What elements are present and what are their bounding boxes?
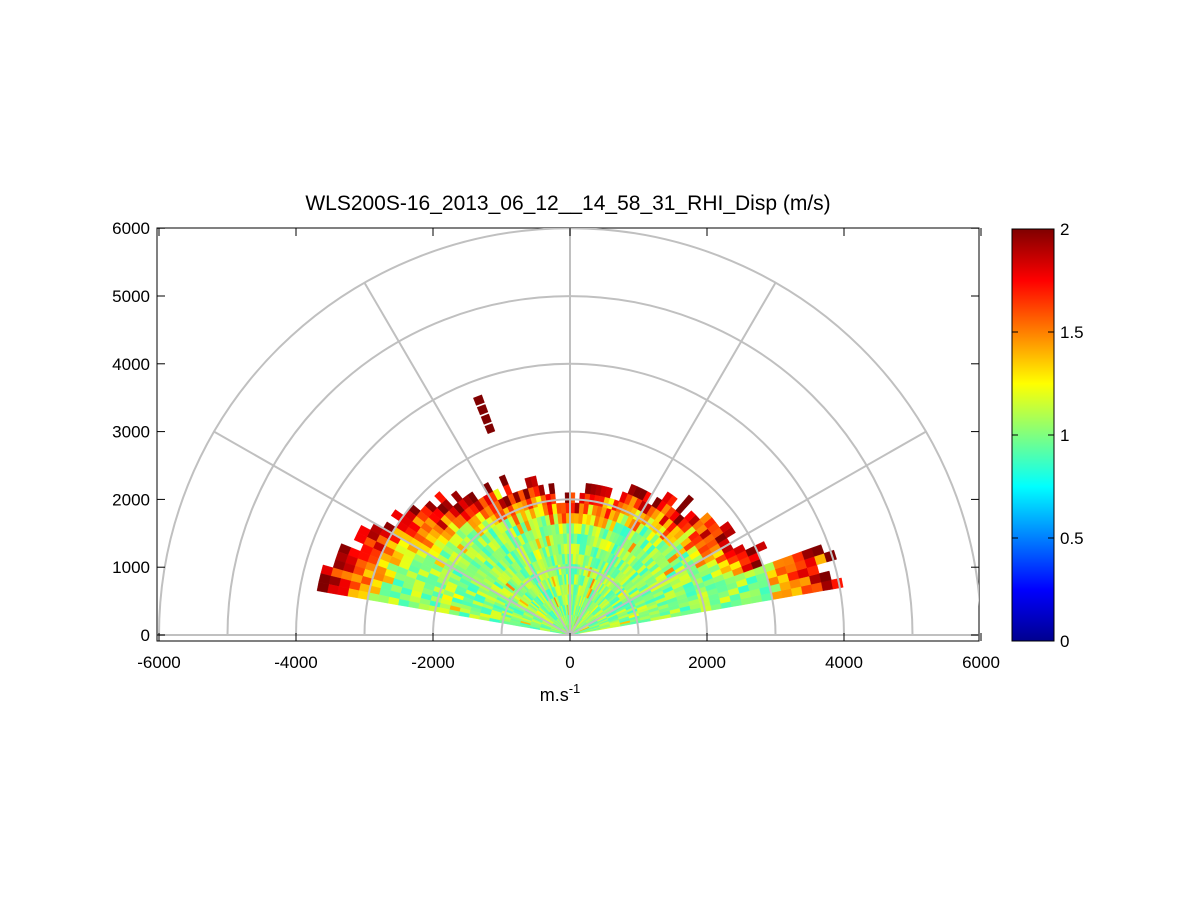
- polar-spoke: [363, 282, 571, 636]
- data-cell: [476, 404, 489, 416]
- data-cell: [574, 502, 580, 514]
- data-cell: [719, 521, 733, 533]
- colorbar-tick-label: 1.5: [1060, 323, 1084, 342]
- y-tick-label: 0: [141, 626, 150, 645]
- y-tick-label: 4000: [112, 355, 150, 374]
- data-cell: [572, 543, 577, 555]
- data-cell: [584, 483, 592, 495]
- x-tick-label: 4000: [825, 653, 863, 672]
- data-cell: [661, 491, 673, 504]
- data-cell: [683, 510, 696, 523]
- data-cell: [573, 512, 579, 524]
- y-tick-label: 6000: [112, 219, 150, 238]
- data-cell: [811, 544, 825, 557]
- polar-spoke: [569, 282, 777, 636]
- y-tick-label: 5000: [112, 287, 150, 306]
- chart-title: WLS200S-16_2013_06_12__14_58_31_RHI_Disp…: [305, 192, 830, 215]
- polar-spoke: [213, 430, 571, 636]
- polar-spoke: [569, 430, 927, 636]
- x-tick-label: -2000: [411, 653, 454, 672]
- data-cell: [480, 413, 492, 425]
- data-cell: [572, 533, 578, 544]
- y-tick-label: 3000: [112, 423, 150, 442]
- data-cell: [548, 483, 556, 495]
- colorbar: [1011, 228, 1055, 642]
- data-cell: [579, 492, 586, 504]
- data-cell: [498, 474, 509, 487]
- x-tick-label: -6000: [137, 653, 180, 672]
- data-cell: [682, 494, 695, 507]
- data-cell: [699, 512, 712, 525]
- colorbar-tick-label: 1: [1060, 426, 1069, 445]
- data-cell: [627, 483, 638, 496]
- data-cell: [733, 544, 746, 556]
- data-cell: [651, 496, 663, 509]
- data-cell: [316, 581, 330, 593]
- y-tick-label: 1000: [112, 558, 150, 577]
- x-tick-label: 6000: [962, 653, 1000, 672]
- data-cell: [618, 491, 628, 504]
- x-axis-label-exponent: -1: [569, 681, 581, 696]
- polar-grid: [158, 228, 979, 636]
- colorbar-ticks: 0 0.5 1 1.5 2: [1012, 220, 1084, 651]
- data-cell: [353, 532, 368, 545]
- colorbar-tick-label: 0: [1060, 632, 1069, 651]
- x-axis-label-text: m.s: [540, 685, 569, 705]
- x-axis: -6000 -4000 -2000 0 2000 4000 6000: [137, 228, 1000, 672]
- y-tick-label: 2000: [112, 490, 150, 509]
- data-cell: [473, 394, 485, 406]
- y-axis: 0 1000 2000 3000 4000 5000 6000: [112, 219, 979, 645]
- data-cell: [578, 502, 585, 514]
- data-cell: [434, 491, 447, 504]
- colorbar-tick-label: 2: [1060, 220, 1069, 239]
- x-axis-label: m.s-1: [540, 681, 581, 705]
- x-tick-label: 2000: [688, 653, 726, 672]
- data-cell: [484, 423, 496, 435]
- x-tick-label: 0: [565, 653, 574, 672]
- data-cell: [450, 490, 463, 503]
- colorbar-tick-label: 0.5: [1060, 529, 1084, 548]
- data-cell: [818, 570, 832, 583]
- x-tick-label: -4000: [274, 653, 317, 672]
- data-cell: [524, 476, 533, 489]
- data-cell: [573, 522, 579, 534]
